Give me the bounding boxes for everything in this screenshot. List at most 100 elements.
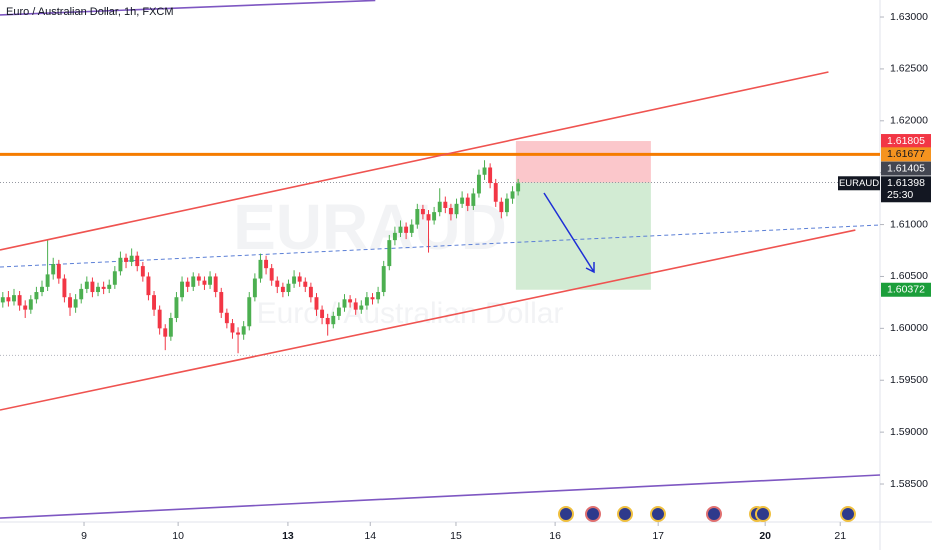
chart-title: Euro / Australian Dollar, 1h, FXCM: [6, 6, 174, 18]
candle-body: [348, 299, 353, 303]
candle-body: [34, 292, 39, 300]
candle-body: [364, 297, 369, 306]
candle-body: [157, 309, 162, 329]
candle-body: [90, 281, 95, 293]
x-tick-label: 9: [81, 530, 87, 542]
entry-tag-bg: [881, 161, 931, 176]
candle-body: [331, 315, 336, 325]
event-icon[interactable]: [840, 506, 856, 522]
candle-body: [152, 295, 157, 310]
y-tick-label: 1.62500: [890, 63, 928, 75]
y-tick-label: 1.62000: [890, 115, 928, 127]
channel-line: [0, 474, 881, 519]
candle-body: [196, 276, 201, 281]
candle-body: [17, 295, 22, 306]
event-icons: [558, 506, 856, 522]
last-price-bg: [881, 176, 931, 203]
countdown: 25:30: [887, 189, 913, 201]
candle-body: [392, 232, 397, 241]
candle-body: [68, 297, 72, 308]
last-price: 1.61398: [887, 177, 925, 189]
candle-body: [308, 286, 313, 298]
candle-body: [269, 268, 274, 281]
candle-body: [185, 281, 190, 287]
candle-body: [191, 276, 196, 287]
candle-body: [516, 183, 521, 192]
plot-area: [0, 0, 880, 522]
target-tag: 1.60372: [887, 284, 925, 296]
candle-body: [224, 312, 229, 324]
candle-body: [376, 292, 381, 300]
candle-body: [443, 201, 448, 208]
candle-body: [320, 309, 325, 318]
x-tick-label: 13: [282, 530, 294, 542]
candle-body: [415, 209, 420, 225]
candle-body: [420, 209, 425, 215]
candle-body: [45, 274, 50, 287]
candle-body: [135, 255, 140, 267]
event-icon[interactable]: [755, 506, 771, 522]
candle-body: [163, 328, 168, 337]
y-tick-label: 1.60000: [890, 322, 928, 334]
candle-body: [325, 317, 330, 325]
event-icon[interactable]: [617, 506, 633, 522]
x-tick-label: 15: [450, 530, 462, 542]
candle-body: [280, 286, 285, 293]
x-tick-label: 16: [549, 530, 561, 542]
candle-body: [252, 278, 257, 298]
candle-body: [482, 167, 487, 175]
target-zone: [515, 182, 651, 290]
candle-body: [404, 226, 409, 233]
candle-body: [129, 255, 134, 262]
candle-body: [448, 207, 453, 215]
event-icon[interactable]: [558, 506, 574, 522]
candle-body: [275, 280, 280, 287]
candle-body: [499, 201, 504, 213]
x-tick-label: 21: [834, 530, 846, 542]
candle-body: [381, 266, 386, 293]
candle-body: [370, 297, 375, 300]
candle-body: [107, 284, 112, 289]
event-icon[interactable]: [585, 506, 601, 522]
event-icon[interactable]: [706, 506, 722, 522]
candle-body: [62, 278, 67, 298]
candle-body: [387, 240, 392, 267]
target-tag-bg: [881, 282, 931, 297]
candle-body: [264, 259, 269, 269]
candle-body: [202, 280, 207, 285]
candle-body: [437, 201, 442, 213]
y-tick-label: 1.63000: [890, 11, 928, 23]
candle-body: [297, 276, 302, 282]
candle-body: [432, 212, 437, 221]
candle-body: [336, 307, 341, 316]
y-tick-label: 1.59500: [890, 374, 928, 386]
y-tick-label: 1.59000: [890, 426, 928, 438]
candle-body: [342, 299, 347, 308]
candle-body: [286, 283, 291, 293]
stop-tag: 1.61805: [887, 135, 925, 147]
candle-body: [112, 271, 117, 285]
candle-body: [230, 323, 235, 333]
candle-body: [471, 193, 476, 206]
candle-body: [23, 305, 28, 310]
candle-body: [493, 183, 498, 202]
candle-body: [488, 167, 493, 184]
candle-body: [73, 299, 78, 308]
candle-body: [140, 266, 145, 277]
event-icon[interactable]: [650, 506, 666, 522]
candle-body: [426, 214, 431, 221]
candle-body: [213, 276, 218, 293]
level-tag: 1.61677: [887, 148, 925, 160]
x-tick-label: 20: [759, 530, 771, 542]
stop-tag-bg: [881, 134, 931, 149]
candle-body: [314, 297, 319, 310]
candle-body: [79, 288, 84, 300]
candle-body: [96, 286, 100, 293]
candle-body: [409, 224, 414, 233]
symbol-tag-bg: [838, 176, 880, 191]
candle-body: [236, 332, 241, 335]
candle-body: [84, 281, 89, 289]
entry-tag: 1.61405: [887, 162, 925, 174]
